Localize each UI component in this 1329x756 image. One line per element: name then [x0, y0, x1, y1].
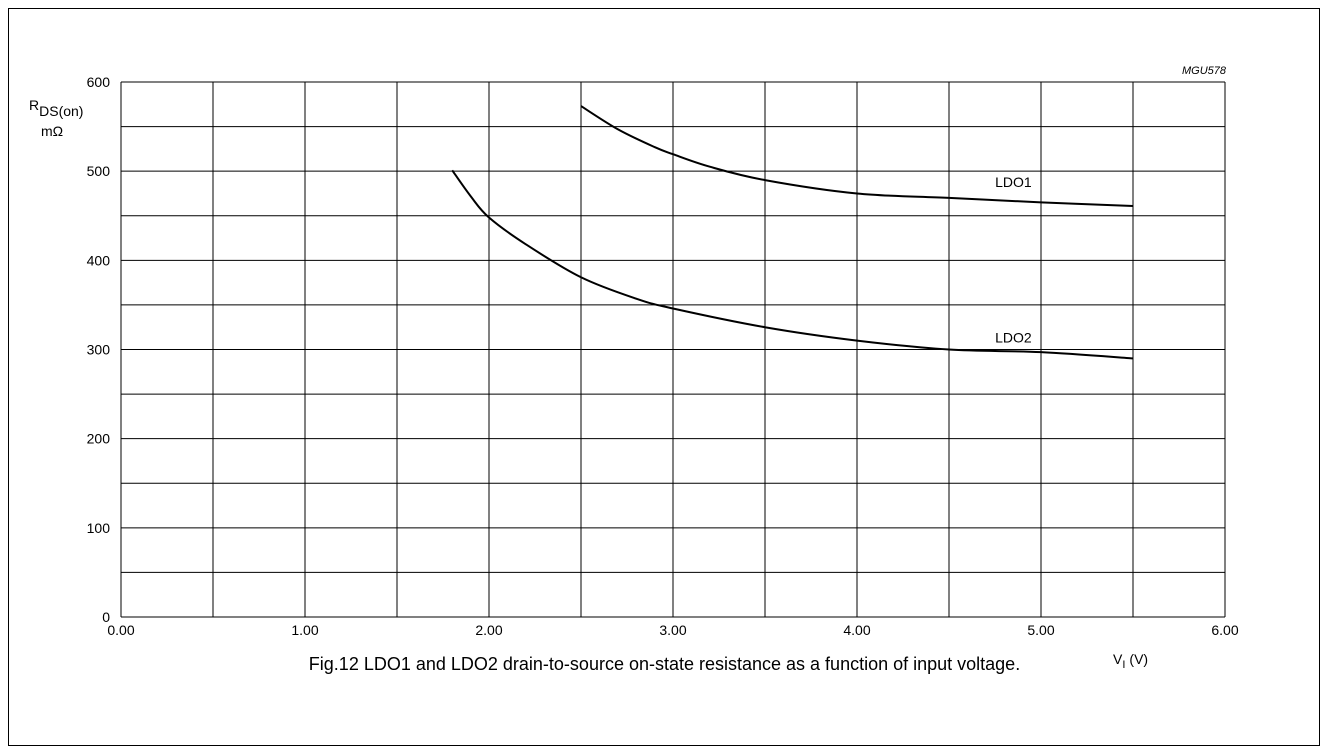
- x-axis-label-sub: I: [1122, 659, 1125, 671]
- y-tick-label: 600: [87, 74, 111, 90]
- tick-labels: 0.00 1.00 2.00 3.00 4.00 5.00 6.00 0 100 200 300 40…: [87, 74, 1239, 638]
- y-tick-label: 100: [87, 520, 111, 536]
- x-tick-label: 6.00: [1211, 622, 1238, 638]
- x-tick-label: 1.00: [291, 622, 318, 638]
- series-label-ldo2: LDO2: [995, 329, 1032, 345]
- y-axis-label-main: R: [29, 97, 39, 113]
- y-axis-unit: mΩ: [41, 123, 63, 139]
- x-tick-label: 0.00: [107, 622, 134, 638]
- y-axis-label: RDS(on): [29, 97, 83, 119]
- x-axis-unit: (V): [1129, 651, 1148, 667]
- x-axis-label-main: V: [1113, 651, 1123, 667]
- grid: [120, 81, 1226, 618]
- y-tick-label: 300: [87, 342, 111, 358]
- y-tick-label: 400: [87, 252, 111, 268]
- x-tick-label: 4.00: [843, 622, 870, 638]
- y-axis-label-sub: DS(on): [39, 103, 83, 119]
- x-tick-label: 2.00: [475, 622, 502, 638]
- y-tick-label: 0: [102, 609, 110, 625]
- figure-caption: Fig.12 LDO1 and LDO2 drain-to-source on-…: [308, 654, 1021, 674]
- figure-frame: [8, 8, 1320, 746]
- y-tick-label: 200: [87, 431, 111, 447]
- series-line-ldo1: [580, 105, 1134, 207]
- series-label-ldo1: LDO1: [995, 174, 1032, 190]
- series-labels: LDO1 LDO2: [995, 174, 1032, 345]
- series-lines: [451, 105, 1134, 360]
- x-axis-label: VI (V): [1113, 651, 1148, 671]
- figure-code: MGU578: [1182, 65, 1227, 77]
- y-tick-label: 500: [87, 163, 111, 179]
- series-line-ldo2: [451, 169, 1134, 360]
- x-tick-label: 3.00: [659, 622, 686, 638]
- x-tick-label: 5.00: [1027, 622, 1054, 638]
